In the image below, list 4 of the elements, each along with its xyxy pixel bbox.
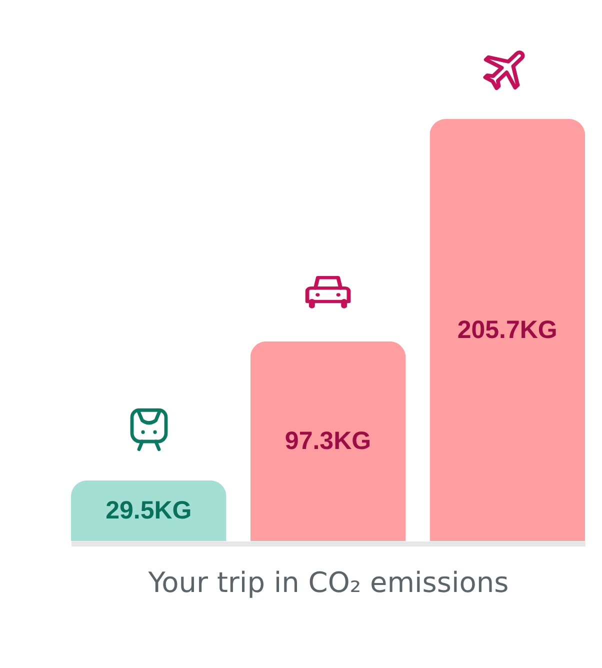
- x-axis-title: Your trip in CO₂ emissions: [147, 566, 509, 599]
- data-label: 29.5KG: [106, 496, 192, 525]
- data-label: 97.3KG: [284, 427, 372, 456]
- data-label: 205.7KG: [457, 316, 558, 344]
